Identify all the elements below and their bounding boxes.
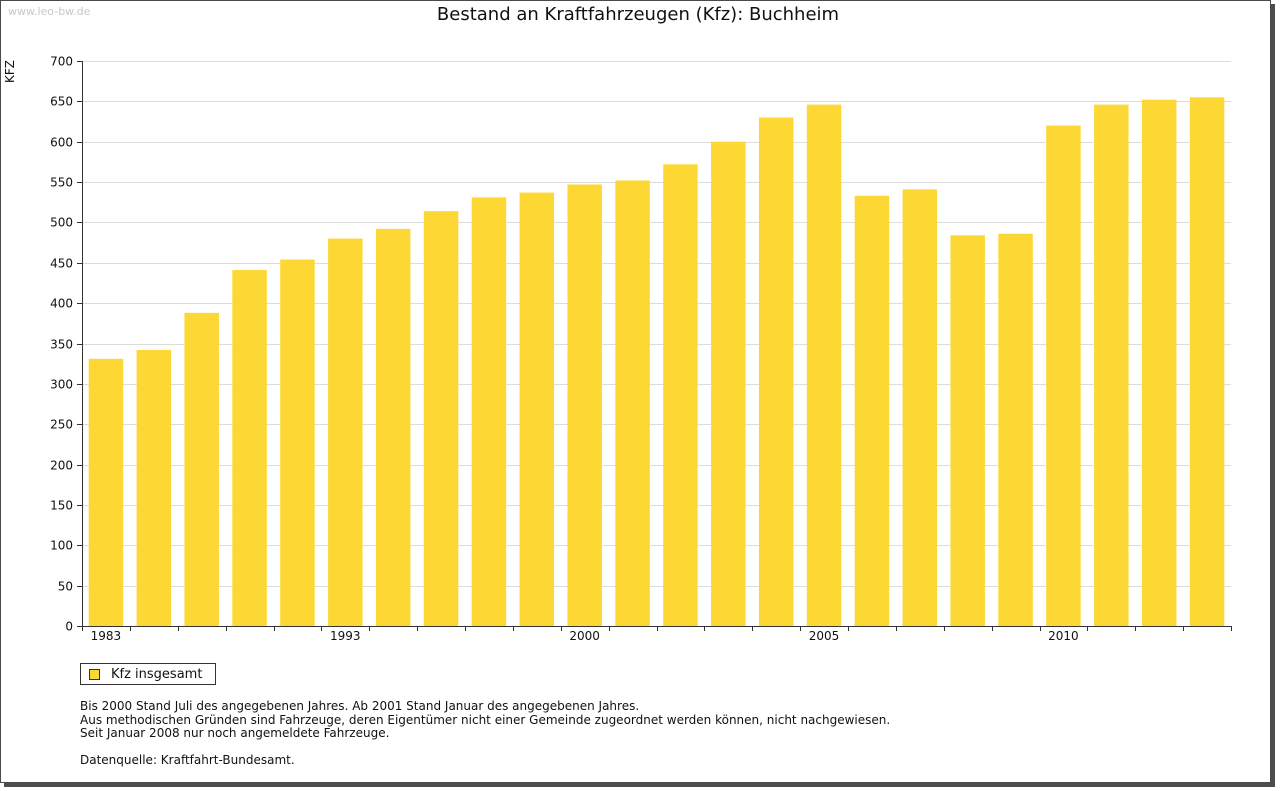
footnote-1: Bis 2000 Stand Juli des angegebenen Jahr…	[80, 699, 640, 713]
y-tick-label: 350	[50, 338, 73, 352]
bar	[232, 270, 267, 626]
bar	[998, 233, 1033, 626]
bar	[1046, 125, 1081, 627]
bar	[184, 312, 219, 626]
x-tick-label: 2010	[1048, 629, 1079, 643]
bar	[758, 117, 794, 626]
bar	[328, 238, 363, 627]
y-tick-label: 500	[50, 216, 73, 230]
x-tick-label: 2005	[809, 629, 840, 643]
data-source: Datenquelle: Kraftfahrt-Bundesamt.	[80, 753, 295, 767]
y-tick-label: 450	[50, 257, 73, 271]
legend: Kfz insgesamt	[80, 663, 216, 685]
y-tick-label: 600	[50, 136, 73, 150]
x-tick-label: 1983	[91, 629, 122, 643]
bars	[88, 97, 1225, 627]
bar	[663, 164, 698, 627]
x-tick-label: 1993	[330, 629, 361, 643]
y-tick-label: 650	[50, 95, 73, 109]
bar	[1189, 97, 1225, 627]
y-tick-label: 700	[50, 55, 73, 69]
gridlines	[82, 61, 1231, 587]
legend-label: Kfz insgesamt	[111, 666, 203, 682]
bar	[950, 235, 985, 627]
x-tick-label: 2000	[569, 629, 600, 643]
bar	[88, 358, 124, 626]
bar	[902, 189, 938, 627]
y-tick-label: 250	[50, 418, 73, 432]
y-tick-label: 550	[50, 176, 73, 190]
bar	[711, 141, 746, 626]
bar	[136, 349, 172, 626]
bar	[567, 184, 602, 626]
axes	[77, 61, 1232, 631]
footnotes: Bis 2000 Stand Juli des angegebenen Jahr…	[80, 699, 891, 741]
bar	[519, 192, 555, 627]
bar	[423, 211, 459, 626]
x-tick-labels: 1983 1993 2000 2005 2010	[91, 629, 1079, 643]
bar	[615, 180, 650, 626]
y-tick-label: 0	[65, 620, 73, 634]
legend-swatch	[89, 668, 100, 680]
y-tick-label: 150	[50, 499, 73, 513]
bar	[375, 228, 411, 626]
y-tick-label: 400	[50, 297, 73, 311]
bar	[806, 104, 842, 627]
footnote-3: Seit Januar 2008 nur noch angemeldete Fa…	[80, 726, 390, 740]
bar	[280, 259, 315, 626]
y-tick-label: 100	[50, 539, 73, 553]
bar	[1141, 99, 1177, 626]
bar	[1094, 104, 1129, 627]
y-tick-label: 300	[50, 378, 73, 392]
footnote-2: Aus methodischen Gründen sind Fahrzeuge,…	[80, 712, 891, 727]
y-tick-label: 50	[58, 580, 73, 594]
y-tick-label: 200	[50, 459, 73, 473]
bar	[854, 195, 890, 627]
y-tick-labels: 0 50 100 150 200 250 300 350 400 450 500 550 600 650 7…	[50, 55, 73, 634]
bar	[471, 197, 507, 626]
watermark: www.leo-bw.de	[8, 5, 91, 18]
chart-title: Bestand an Kraftfahrzeugen (Kfz): Buchhe…	[436, 4, 840, 25]
